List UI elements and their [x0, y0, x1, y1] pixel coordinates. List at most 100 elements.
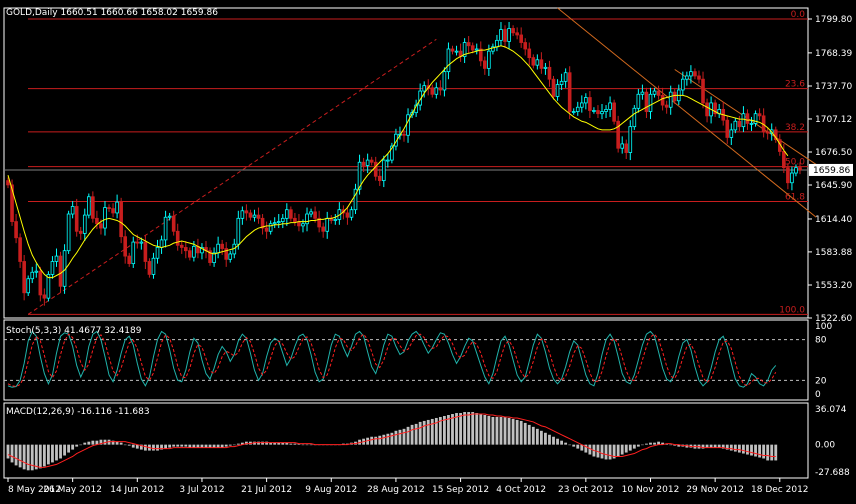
candle-body: [131, 241, 136, 265]
macd-bar: [447, 415, 450, 445]
candle-body: [616, 120, 620, 149]
candle-body: [369, 159, 374, 163]
macd-bar: [572, 444, 576, 447]
candle-body: [588, 97, 592, 111]
macd-bar: [669, 444, 673, 446]
panel-frames: [3, 7, 809, 479]
macd-bar: [382, 434, 386, 445]
candle-body: [491, 46, 495, 52]
macd-bar: [414, 423, 418, 445]
macd-bar: [499, 416, 503, 445]
x-tick-label: 15 Sep 2012: [432, 485, 489, 495]
candle-body: [91, 196, 95, 219]
candle-body: [38, 270, 43, 296]
stoch-tick-label: 100: [815, 322, 832, 332]
macd-bar: [111, 440, 115, 445]
macd-bar: [30, 444, 34, 471]
macd-bar: [232, 444, 236, 446]
macd-bar: [87, 441, 91, 445]
macd-bar: [479, 414, 483, 445]
candle-body: [135, 241, 140, 244]
y-tick-label: 1676.50: [815, 148, 852, 158]
panel-frame-1: [3, 319, 809, 401]
macd-bar: [374, 436, 378, 445]
macd-bar: [645, 443, 648, 445]
macd-bar: [588, 444, 592, 455]
macd-bar: [99, 439, 103, 445]
candle-body: [786, 167, 790, 184]
candle-body: [406, 114, 410, 136]
candle-body: [438, 87, 443, 91]
fib-level-label: 23.6: [785, 80, 805, 90]
macd-bar: [770, 444, 774, 461]
candle-body: [82, 214, 87, 234]
macd-bar: [277, 442, 281, 445]
candle-body: [668, 91, 673, 108]
stochastic-panel[interactable]: 100 80 20 0: [4, 322, 832, 400]
macd-bar: [406, 426, 410, 445]
candle-body: [58, 255, 63, 287]
candle-body: [446, 48, 451, 73]
candle-body: [660, 94, 665, 106]
macd-bar: [14, 444, 18, 466]
candle-body: [293, 217, 297, 222]
macd-bar: [527, 424, 531, 445]
candle-body: [652, 90, 657, 95]
macd-bar: [430, 418, 434, 445]
candle-body: [240, 210, 245, 219]
macd-bar: [459, 413, 462, 445]
candle-body: [349, 209, 354, 218]
macd-bar: [410, 424, 414, 445]
candle-body: [333, 219, 338, 221]
macd-tick-label: 0.00: [815, 441, 835, 451]
candle-body: [285, 209, 289, 219]
macd-bar: [475, 413, 479, 445]
macd-panel[interactable]: 36.074 0.00 -27.688: [6, 405, 850, 478]
candle-body: [422, 85, 427, 92]
macd-bar: [156, 444, 159, 451]
fib-level-label: 38.2: [785, 123, 805, 133]
candle-body: [179, 244, 184, 248]
macd-bar: [746, 444, 749, 455]
candle-body: [171, 215, 176, 232]
macd-bar: [200, 444, 204, 448]
macd-bar: [487, 415, 491, 445]
candle-body: [749, 123, 754, 125]
candle-body: [790, 172, 794, 184]
candle-body: [600, 111, 604, 115]
macd-bar: [79, 444, 83, 446]
fib-level-label: 61.8: [785, 193, 805, 203]
candle-body: [604, 108, 608, 112]
candle-body: [523, 42, 528, 50]
candle-body: [782, 151, 786, 169]
candle-body: [555, 84, 560, 97]
macd-bar: [434, 417, 438, 445]
x-tick-label: 3 Jul 2012: [179, 485, 224, 495]
candle-body: [430, 87, 435, 95]
candle-body: [143, 241, 148, 262]
x-tick-label: 21 Jul 2012: [241, 485, 292, 495]
price-panel[interactable]: 0.0 23.6 38.2 50.0 61.8 100.0 1799.80 1768.39 17…: [4, 7, 853, 324]
macd-bar: [774, 444, 778, 461]
macd-bar: [463, 412, 467, 445]
panel-frame-0: [3, 7, 809, 319]
candle-body: [260, 217, 265, 229]
candle-body: [474, 48, 479, 51]
candle-body: [353, 188, 358, 211]
macd-bar: [285, 442, 289, 445]
candle-body: [54, 255, 59, 262]
macd-bar: [471, 412, 475, 445]
candle-body: [656, 90, 661, 96]
macd-bar: [758, 444, 761, 458]
candle-body: [624, 143, 629, 153]
channel-line-line: [674, 69, 817, 165]
candle-body: [733, 120, 738, 131]
macd-bar: [713, 444, 717, 448]
candle-body: [794, 167, 798, 174]
macd-bar: [269, 442, 273, 445]
candle-body: [705, 102, 709, 117]
macd-bar: [608, 444, 612, 460]
main-chart-title: GOLD,Daily 1660.51 1660.66 1658.02 1659.…: [6, 8, 218, 18]
candle-body: [701, 78, 705, 104]
